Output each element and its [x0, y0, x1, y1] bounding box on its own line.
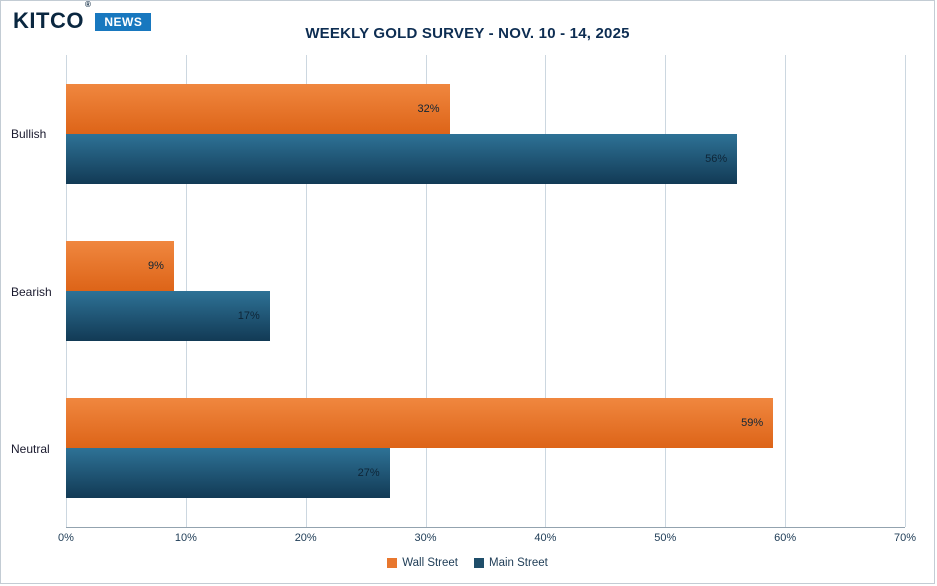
- chart-header: KITCO® NEWS WEEKLY GOLD SURVEY - NOV. 10…: [1, 1, 934, 53]
- kitco-news-logo: KITCO® NEWS: [13, 0, 152, 33]
- x-tick-label: 60%: [774, 532, 797, 544]
- bar-main-street-bullish: 56%: [66, 133, 738, 184]
- x-tick-label: 40%: [534, 532, 557, 544]
- bar-row: 17%: [66, 290, 905, 341]
- legend: Wall Street Main Street: [1, 548, 934, 578]
- bar-group-neutral: 59% 27%: [66, 370, 905, 527]
- legend-item-wall-street: Wall Street: [387, 557, 458, 569]
- gridline: [425, 55, 427, 527]
- legend-item-main-street: Main Street: [474, 557, 548, 569]
- category-label-neutral: Neutral: [11, 442, 50, 457]
- bar-value-label: 17%: [237, 309, 260, 322]
- x-axis: 0% 10% 20% 30% 40% 50% 60% 70%: [58, 528, 916, 548]
- bar-value-label: 27%: [357, 467, 380, 480]
- bar-main-street-neutral: 27%: [66, 448, 390, 499]
- bar-row: 9%: [66, 240, 905, 291]
- x-tick-label: 20%: [294, 532, 317, 544]
- bar-row: 59%: [66, 398, 905, 449]
- bar-value-label: 32%: [417, 102, 440, 115]
- chart-area: Bullish Bearish Neutral 32% 56% 9% 17% 59% 27%: [1, 55, 934, 528]
- x-tick-label: 10%: [174, 532, 197, 544]
- bar-main-street-bearish: 17%: [66, 290, 270, 341]
- category-label-bullish: Bullish: [11, 126, 47, 141]
- x-tick-label: 70%: [893, 532, 917, 544]
- legend-swatch-icon: [387, 558, 398, 568]
- x-tick-label: 50%: [654, 532, 677, 544]
- gridline: [305, 55, 307, 527]
- bar-group-bullish: 32% 56%: [66, 55, 905, 212]
- bar-row: 32%: [66, 83, 905, 134]
- y-axis-labels: Bullish Bearish Neutral: [1, 55, 66, 528]
- bar-group-bearish: 9% 17%: [66, 212, 905, 369]
- bar-wall-street-neutral: 59%: [66, 398, 774, 449]
- news-logo-badge: NEWS: [95, 13, 152, 31]
- bar-row: 56%: [66, 133, 905, 184]
- legend-label: Wall Street: [402, 557, 458, 569]
- kitco-logo-text: KITCO®: [13, 0, 92, 33]
- gridline: [785, 55, 787, 527]
- bar-value-label: 56%: [705, 152, 728, 165]
- legend-swatch-icon: [474, 558, 484, 568]
- bar-value-label: 59%: [741, 417, 764, 430]
- plot-area: 32% 56% 9% 17% 59% 27%: [66, 55, 906, 528]
- chart-title: WEEKLY GOLD SURVEY - NOV. 10 - 14, 2025: [305, 25, 630, 42]
- bar-wall-street-bearish: 9%: [66, 240, 174, 291]
- registered-mark: ®: [84, 0, 92, 9]
- gridline: [905, 55, 906, 527]
- bar-groups: 32% 56% 9% 17% 59% 27%: [66, 55, 905, 527]
- category-label-bearish: Bearish: [11, 284, 52, 299]
- gridline: [665, 55, 667, 527]
- x-tick-label: 0%: [58, 532, 74, 544]
- gridline: [545, 55, 547, 527]
- bar-wall-street-bullish: 32%: [66, 83, 450, 134]
- bar-row: 27%: [66, 448, 905, 499]
- legend-label: Main Street: [489, 557, 548, 569]
- bar-value-label: 9%: [147, 259, 164, 272]
- x-tick-label: 30%: [414, 532, 437, 544]
